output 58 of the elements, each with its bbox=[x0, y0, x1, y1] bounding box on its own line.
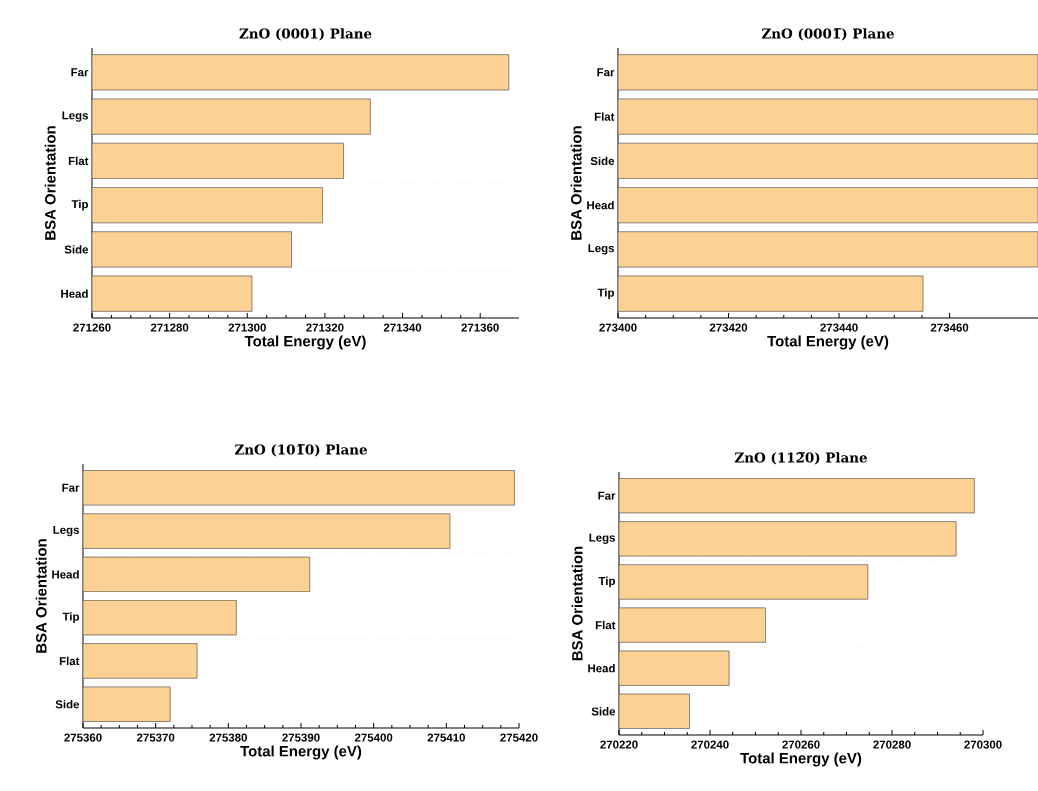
chart-title: ZnO (0001̅) Plane bbox=[761, 28, 894, 41]
x-tick-label: 275390 bbox=[282, 733, 320, 742]
y-tick-label: Flat bbox=[594, 112, 615, 121]
x-tick-label: 273400 bbox=[599, 323, 637, 332]
x-tick-label: 275410 bbox=[427, 733, 465, 742]
y-tick-label: Flat bbox=[59, 656, 80, 666]
y-tick-label: Head bbox=[52, 570, 79, 579]
y-tick-label: Tip bbox=[598, 576, 616, 588]
x-axis-title: Total Energy (eV) bbox=[240, 745, 362, 760]
chart-title: ZnO (101̅0) Plane bbox=[234, 444, 367, 457]
y-tick-label: Side bbox=[591, 707, 616, 716]
y-axis-title: BSA Orientation bbox=[35, 539, 47, 653]
y-tick-label: Head bbox=[587, 200, 614, 210]
y-axis-title: BSA Orientation bbox=[571, 546, 583, 661]
x-tick-label: 271300 bbox=[228, 323, 266, 332]
y-tick-label: Far bbox=[62, 483, 80, 492]
y-tick-label: Side bbox=[55, 700, 80, 709]
y-tick-label: Legs bbox=[589, 533, 616, 544]
y-tick-label: Far bbox=[71, 68, 89, 77]
x-tick-label: 271360 bbox=[461, 323, 499, 332]
x-tick-label: 273420 bbox=[709, 323, 748, 332]
y-tick-label: Tip bbox=[597, 288, 615, 299]
y-tick-label: Head bbox=[61, 289, 88, 298]
x-tick-label: 270280 bbox=[873, 740, 911, 749]
x-tick-label: 275360 bbox=[64, 733, 102, 742]
y-tick-label: Tip bbox=[71, 199, 89, 211]
x-axis-title: Total Energy (eV) bbox=[767, 335, 889, 350]
x-tick-label: 270260 bbox=[782, 740, 820, 749]
x-tick-label: 271320 bbox=[306, 323, 344, 332]
y-tick-label: Head bbox=[588, 663, 615, 673]
x-tick-label: 275370 bbox=[136, 733, 175, 742]
x-tick-label: 270240 bbox=[691, 740, 729, 749]
y-tick-label: Legs bbox=[62, 111, 89, 122]
x-tick-label: 271260 bbox=[73, 323, 111, 332]
x-tick-label: 275400 bbox=[354, 733, 393, 742]
chart-title: ZnO (112̅0) Plane bbox=[734, 452, 867, 465]
x-tick-label: 275420 bbox=[500, 733, 538, 742]
y-tick-label: Legs bbox=[53, 525, 80, 537]
x-tick-label: 273440 bbox=[820, 323, 858, 332]
x-tick-label: 271340 bbox=[383, 323, 422, 332]
y-tick-label: Flat bbox=[595, 620, 616, 630]
x-tick-label: 271280 bbox=[150, 323, 189, 332]
y-tick-label: Far bbox=[597, 68, 615, 77]
y-axis-title: BSA Orientation bbox=[570, 126, 582, 240]
x-tick-label: 275380 bbox=[209, 733, 247, 742]
x-axis-title: Total Energy (eV) bbox=[244, 335, 366, 350]
y-tick-label: Flat bbox=[68, 156, 89, 166]
x-axis-title: Total Energy (eV) bbox=[740, 752, 862, 767]
chart-title: ZnO (0001) Plane bbox=[239, 28, 372, 41]
y-tick-label: Tip bbox=[62, 612, 80, 623]
y-tick-label: Far bbox=[598, 491, 616, 500]
y-tick-label: Side bbox=[590, 156, 615, 166]
x-tick-label: 270300 bbox=[964, 740, 1002, 749]
x-tick-label: 273460 bbox=[930, 323, 969, 332]
x-tick-label: 270220 bbox=[600, 740, 638, 749]
y-tick-label: Legs bbox=[588, 244, 615, 255]
y-axis-title: BSA Orientation bbox=[44, 126, 56, 240]
y-tick-label: Side bbox=[64, 245, 89, 254]
